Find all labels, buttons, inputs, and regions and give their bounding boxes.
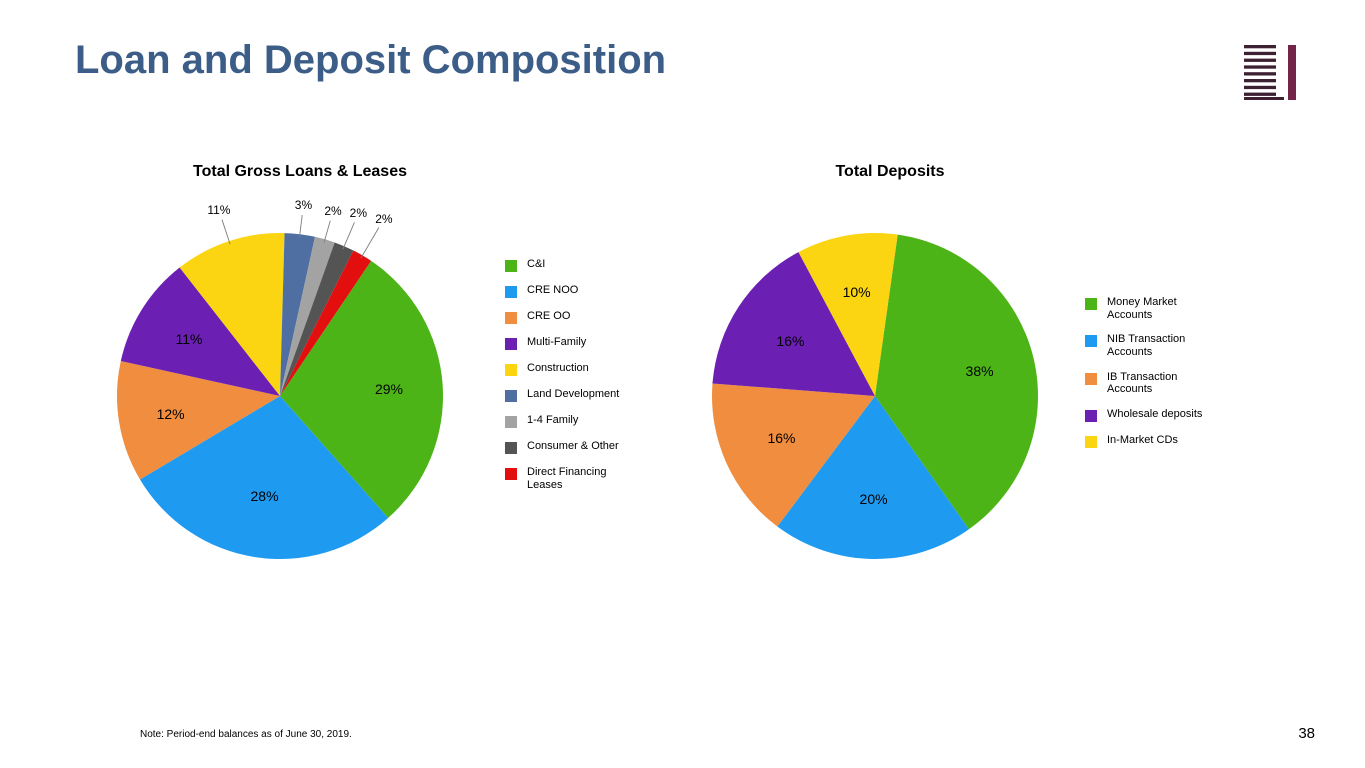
legend-label: IB TransactionAccounts xyxy=(1107,371,1177,396)
legend-label: Wholesale deposits xyxy=(1107,408,1202,421)
legend-item: Wholesale deposits xyxy=(1085,408,1202,422)
legend-item: Money MarketAccounts xyxy=(1085,296,1202,321)
slice-label: 38% xyxy=(966,363,994,379)
legend-swatch xyxy=(1085,410,1097,422)
legend-label: NIB TransactionAccounts xyxy=(1107,333,1185,358)
legend-label: Money MarketAccounts xyxy=(1107,296,1177,321)
footnote-text: Note: Period-end balances as of June 30,… xyxy=(140,729,352,740)
legend-item: In-Market CDs xyxy=(1085,434,1202,448)
legend-item: NIB TransactionAccounts xyxy=(1085,333,1202,358)
legend-swatch xyxy=(1085,436,1097,448)
page-number: 38 xyxy=(1298,725,1315,742)
slice-label: 20% xyxy=(860,491,888,507)
legend-swatch xyxy=(1085,373,1097,385)
slice-label: 16% xyxy=(767,430,795,446)
slide: Loan and Deposit Composition Total Gross… xyxy=(0,0,1365,768)
legend-swatch xyxy=(1085,335,1097,347)
legend-swatch xyxy=(1085,298,1097,310)
slice-label: 16% xyxy=(776,333,804,349)
legend-label: In-Market CDs xyxy=(1107,434,1178,447)
legend-item: IB TransactionAccounts xyxy=(1085,371,1202,396)
deposits-legend: Money MarketAccounts NIB TransactionAccou… xyxy=(1085,296,1202,460)
slice-label: 10% xyxy=(843,284,871,300)
